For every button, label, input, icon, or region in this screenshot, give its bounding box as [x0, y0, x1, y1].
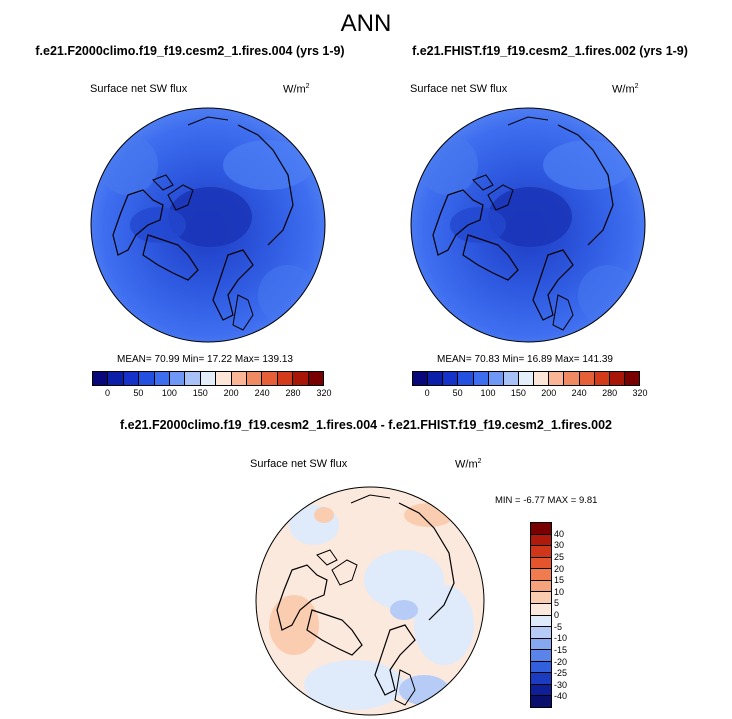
panel-1-stats: MEAN= 70.99 Min= 17.22 Max= 139.13 — [117, 354, 293, 365]
colorbar-tick-label: 5 — [554, 598, 560, 609]
colorbar-segment — [531, 534, 551, 547]
colorbar-segment — [428, 372, 444, 385]
colorbar-tick-label: 40 — [554, 528, 565, 539]
colorbar-segment — [594, 372, 610, 385]
colorbar-tick-label: -20 — [554, 656, 568, 667]
colorbar-segment — [247, 372, 263, 385]
colorbar-segment — [531, 523, 551, 535]
colorbar-segment — [216, 372, 232, 385]
colorbar-tick-label: 150 — [510, 388, 526, 398]
colorbar-tick-label: 150 — [192, 388, 208, 398]
colorbar-tick-label: 20 — [554, 563, 565, 574]
colorbar-segment — [531, 615, 551, 628]
colorbar-segment — [531, 557, 551, 570]
colorbar-tick-label: 10 — [554, 586, 565, 597]
colorbar-segment — [308, 372, 324, 385]
colorbar-segment — [473, 372, 489, 385]
colorbar-segment — [624, 372, 640, 385]
diff-title: f.e21.F2000climo.f19_f19.cesm2_1.fires.0… — [120, 418, 612, 432]
panel-2-variable-label: Surface net SW flux — [410, 83, 508, 95]
colorbar-tick-label: 240 — [254, 388, 270, 398]
colorbar-tick-label: 200 — [541, 388, 557, 398]
colorbar-segment — [531, 673, 551, 685]
colorbar-tick-label: 240 — [571, 388, 587, 398]
colorbar-segment — [262, 372, 278, 385]
panel-2-units-label: W/m2 — [612, 83, 639, 96]
panel-1-units-label: W/m2 — [283, 83, 310, 96]
plot-title: ANN — [340, 10, 392, 37]
colorbar-tick-label: 25 — [554, 551, 565, 562]
colorbar-segment — [531, 650, 551, 662]
colorbar-tick-label: 50 — [452, 388, 463, 398]
diff-colorbar — [530, 522, 552, 708]
colorbar-segment — [564, 372, 580, 385]
colorbar-segment — [531, 627, 551, 639]
colorbar-segment — [531, 696, 551, 707]
colorbar-segment — [518, 372, 535, 385]
colorbar-segment — [170, 372, 186, 385]
panel-2-case-title: f.e21.FHIST.f19_f19.cesm2_1.fires.002 (y… — [412, 44, 688, 58]
panel-2-colorbar-ticks: 0 50 100 150 200 240 280 320 — [412, 388, 648, 400]
colorbar-segment — [531, 661, 551, 674]
colorbar-segment — [549, 372, 565, 385]
diff-units-label: W/m2 — [455, 458, 482, 471]
colorbar-segment — [531, 638, 551, 651]
colorbar-segment — [531, 603, 551, 616]
colorbar-segment — [139, 372, 155, 385]
panel-1-case-title: f.e21.F2000climo.f19_f19.cesm2_1.fires.0… — [35, 44, 345, 58]
colorbar-segment — [231, 372, 248, 385]
colorbar-tick-label: 0 — [104, 388, 110, 398]
panel-1-colorbar-ticks: 0 50 100 150 200 240 280 320 — [92, 388, 332, 400]
colorbar-segment — [534, 372, 550, 385]
colorbar-tick-label: -25 — [554, 668, 568, 679]
colorbar-segment — [531, 569, 551, 581]
colorbar-segment — [458, 372, 474, 385]
colorbar-segment — [185, 372, 201, 385]
colorbar-tick-label: 30 — [554, 540, 565, 551]
colorbar-segment — [108, 372, 124, 385]
panel-1-polar-map — [90, 107, 326, 343]
colorbar-segment — [413, 372, 429, 385]
diff-polar-map — [255, 486, 485, 716]
colorbar-tick-label: 100 — [480, 388, 496, 398]
colorbar-segment — [503, 372, 519, 385]
colorbar-tick-label: 100 — [161, 388, 177, 398]
colorbar-tick-label: -40 — [554, 691, 568, 702]
colorbar-tick-label: 320 — [316, 388, 332, 398]
colorbar-segment — [531, 546, 551, 558]
colorbar-tick-label: 280 — [602, 388, 618, 398]
colorbar-tick-label: -15 — [554, 644, 568, 655]
colorbar-tick-label: 0 — [424, 388, 430, 398]
colorbar-tick-label: -5 — [554, 621, 563, 632]
colorbar-segment — [93, 372, 109, 385]
diff-min-max: MIN = -6.77 MAX = 9.81 — [495, 495, 598, 506]
colorbar-tick-label: 0 — [554, 610, 560, 620]
colorbar-tick-label: 50 — [133, 388, 144, 398]
colorbar-segment — [531, 592, 551, 604]
panel-2-colorbar — [412, 371, 640, 386]
colorbar-tick-label: 200 — [223, 388, 239, 398]
panel-2-stats: MEAN= 70.83 Min= 16.89 Max= 141.39 — [437, 354, 613, 365]
colorbar-tick-label: -10 — [554, 633, 568, 644]
colorbar-segment — [531, 580, 551, 593]
colorbar-segment — [277, 372, 294, 385]
colorbar-tick-label: 15 — [554, 575, 565, 586]
diff-colorbar-ticks: 40 30 25 20 15 10 5 0 -5 -10 -15 -20 -25 -30 -40 — [554, 522, 584, 708]
colorbar-segment — [200, 372, 217, 385]
colorbar-segment — [488, 372, 504, 385]
colorbar-segment — [609, 372, 625, 385]
colorbar-segment — [293, 372, 309, 385]
colorbar-segment — [531, 684, 551, 697]
colorbar-tick-label: 320 — [632, 388, 648, 398]
colorbar-tick-label: 280 — [285, 388, 301, 398]
colorbar-tick-label: -30 — [554, 679, 568, 690]
panel-2-polar-map — [410, 107, 646, 343]
colorbar-segment — [443, 372, 459, 385]
colorbar-segment — [579, 372, 595, 385]
diff-variable-label: Surface net SW flux — [250, 458, 348, 470]
colorbar-segment — [123, 372, 140, 385]
panel-1-variable-label: Surface net SW flux — [90, 83, 188, 95]
panel-1-colorbar — [92, 371, 324, 386]
colorbar-segment — [154, 372, 171, 385]
